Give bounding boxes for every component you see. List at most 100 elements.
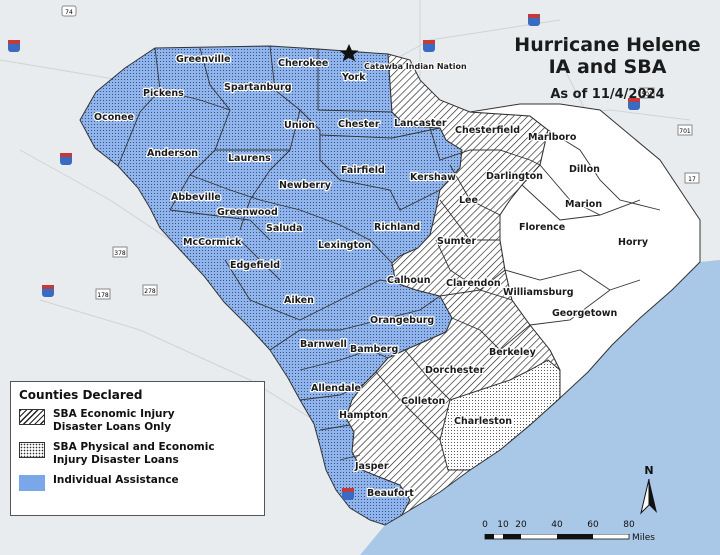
county-label: Marion xyxy=(565,199,602,210)
county-label: Colleton xyxy=(401,396,446,407)
county-label: Lancaster xyxy=(394,118,447,129)
county-label: Darlington xyxy=(486,171,543,182)
us-route-shield-icon: 378 xyxy=(112,246,128,258)
county-label: Beaufort xyxy=(367,488,414,499)
svg-text:74: 74 xyxy=(65,9,73,16)
svg-text:378: 378 xyxy=(114,250,126,257)
county-label: Greenville xyxy=(176,54,231,65)
county-label: York xyxy=(341,72,366,83)
county-label: Sumter xyxy=(437,236,476,247)
county-label: Chesterfield xyxy=(455,125,520,136)
county-label: Hampton xyxy=(339,410,388,421)
scale-tick-label: 40 xyxy=(551,520,563,530)
interstate-shield-icon xyxy=(528,14,540,26)
scale-tick-label: 0 xyxy=(482,520,488,530)
scale-tick-label: 60 xyxy=(587,520,599,530)
county-label: Saluda xyxy=(266,223,302,234)
county-boundaries xyxy=(117,45,661,461)
scale-unit: Miles xyxy=(632,533,655,543)
north-arrow: N xyxy=(637,464,661,521)
svg-text:17: 17 xyxy=(688,176,696,183)
interstate-shield-icon xyxy=(342,488,354,500)
legend-label: SBA Economic Injury Disaster Loans Only xyxy=(53,408,175,433)
interstate-shield-icon xyxy=(8,40,20,52)
legend: Counties Declared SBA Economic Injury Di… xyxy=(10,381,265,516)
title-line-1: Hurricane Helene xyxy=(514,34,701,56)
scale-tick-label: 80 xyxy=(623,520,635,530)
star-icon xyxy=(339,44,359,62)
us-route-shield-icon: 178 xyxy=(95,288,111,300)
county-label: Barnwell xyxy=(300,339,347,350)
county-label: Williamsburg xyxy=(503,287,574,298)
us-route-shield-icon: 278 xyxy=(142,284,158,296)
svg-text:701: 701 xyxy=(679,128,691,135)
svg-text:501: 501 xyxy=(641,91,653,98)
county-label: Georgetown xyxy=(552,308,618,319)
county-label: Clarendon xyxy=(446,278,501,289)
map-title: Hurricane Helene IA and SBA As of 11/4/2… xyxy=(505,34,710,104)
catawba-label: Catawba Indian Nation xyxy=(364,62,467,71)
svg-text:178: 178 xyxy=(97,292,109,299)
county-label: Kershaw xyxy=(410,172,456,183)
county-label: Jasper xyxy=(354,461,389,472)
county-label: Lexington xyxy=(318,240,372,251)
county-label: Edgefield xyxy=(230,260,280,271)
north-label: N xyxy=(644,464,654,477)
us-route-shield-icon: 701 xyxy=(677,124,693,136)
legend-label: Individual Assistance xyxy=(53,474,179,486)
county-label: Newberry xyxy=(279,180,332,191)
title-date: As of 11/4/2024 xyxy=(550,87,665,102)
county-labels: Greenville Cherokee York Pickens Spartan… xyxy=(93,53,650,500)
interstate-shield-icon xyxy=(423,40,435,52)
county-label: Aiken xyxy=(284,295,314,306)
county-label: Greenwood xyxy=(217,207,278,218)
county-label: Chester xyxy=(338,119,380,130)
scale-tick-label: 20 xyxy=(515,520,527,530)
interstate-shield-icon xyxy=(42,285,54,297)
hatch-swatch-icon xyxy=(19,409,45,425)
blue-swatch-icon xyxy=(19,475,45,491)
county-label: Marlboro xyxy=(528,132,577,143)
county-label: Richland xyxy=(374,222,420,233)
county-label: Union xyxy=(284,120,315,131)
county-label: Oconee xyxy=(94,112,134,123)
ocean xyxy=(360,260,720,555)
county-label: Horry xyxy=(618,237,649,248)
dots-swatch-icon xyxy=(19,442,45,458)
county-label: Dorchester xyxy=(425,365,485,376)
county-label: Abbeville xyxy=(171,192,221,203)
county-label: Allendale xyxy=(311,383,361,394)
county-label: Cherokee xyxy=(278,58,328,69)
legend-label: SBA Physical and Economic Injury Disaste… xyxy=(53,441,215,466)
svg-text:278: 278 xyxy=(144,288,156,295)
county-label: Fairfield xyxy=(341,165,385,176)
county-label: Anderson xyxy=(147,148,198,159)
scale-bar: 0 10 20 40 60 80 Miles xyxy=(482,520,684,550)
physical-eidl-coast xyxy=(439,359,561,471)
legend-item-physical: SBA Physical and Economic Injury Disaste… xyxy=(19,441,256,467)
highway-shields: 74 701 501 178 378 278 17 xyxy=(8,5,700,500)
us-route-shield-icon: 501 xyxy=(639,87,655,99)
county-label: Dillon xyxy=(569,164,600,175)
title-line-2: IA and SBA xyxy=(548,56,667,78)
county-label: Bamberg xyxy=(350,344,398,355)
interstate-shield-icon xyxy=(60,153,72,165)
scale-tick-label: 10 xyxy=(497,520,509,530)
county-label: McCormick xyxy=(183,237,242,248)
interstate-shield-icon: 74 xyxy=(61,5,77,17)
county-label: Florence xyxy=(519,222,565,233)
county-label: Spartanburg xyxy=(224,82,292,93)
scale-bar-graphic xyxy=(484,534,630,540)
legend-heading: Counties Declared xyxy=(19,388,143,402)
us-route-shield-icon: 17 xyxy=(684,172,700,184)
legend-item-ia: Individual Assistance xyxy=(19,474,256,491)
north-arrow-icon xyxy=(640,478,657,515)
county-label: Berkeley xyxy=(489,347,537,358)
interstate-shield-icon xyxy=(628,98,640,110)
county-label: Orangeburg xyxy=(370,315,434,326)
county-label: Charleston xyxy=(454,416,512,427)
county-label: Lee xyxy=(459,195,478,206)
legend-item-eidl: SBA Economic Injury Disaster Loans Only xyxy=(19,408,256,434)
county-label: Calhoun xyxy=(387,275,431,286)
